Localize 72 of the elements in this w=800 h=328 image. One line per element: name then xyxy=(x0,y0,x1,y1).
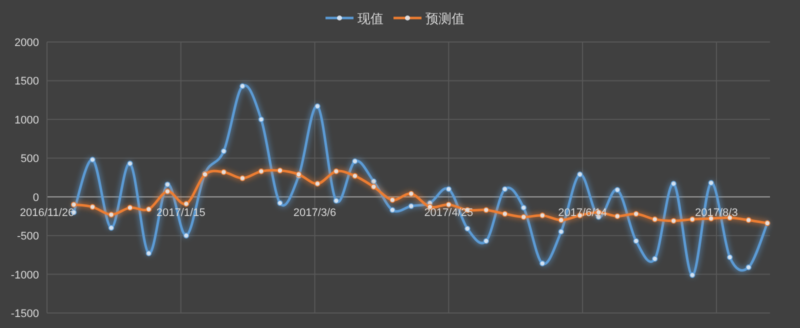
point xyxy=(240,83,246,90)
point xyxy=(127,160,133,166)
point xyxy=(633,210,640,217)
y-tick-label: -1000 xyxy=(10,269,39,282)
y-tick-label: 1000 xyxy=(14,114,39,126)
point xyxy=(558,228,564,235)
point xyxy=(520,214,527,220)
point xyxy=(352,173,358,179)
point xyxy=(576,172,583,178)
point xyxy=(164,182,170,188)
point xyxy=(146,250,152,256)
legend-label: 现值 xyxy=(358,11,384,26)
point xyxy=(539,212,546,218)
x-tick-label: 2017/3/6 xyxy=(293,206,336,219)
x-tick-label: 2016/11/26 xyxy=(20,206,74,219)
point xyxy=(352,158,358,164)
point xyxy=(333,168,340,174)
point xyxy=(446,202,452,208)
point xyxy=(220,148,227,154)
y-tick-label: -500 xyxy=(16,230,39,243)
point xyxy=(146,206,152,212)
point xyxy=(446,186,452,192)
point xyxy=(258,116,264,122)
point xyxy=(502,186,508,192)
point xyxy=(708,180,714,186)
point xyxy=(408,190,414,197)
point xyxy=(108,224,114,231)
point xyxy=(108,212,114,218)
point xyxy=(277,168,283,174)
point xyxy=(90,156,96,163)
y-tick-label: 2000 xyxy=(14,37,39,49)
point xyxy=(746,264,752,270)
point xyxy=(314,103,320,110)
point xyxy=(70,202,77,208)
point xyxy=(390,207,396,213)
point xyxy=(258,168,264,174)
point xyxy=(333,198,340,204)
point xyxy=(746,217,752,223)
y-tick-label: 0 xyxy=(32,192,39,204)
point xyxy=(164,188,170,194)
point xyxy=(520,204,527,211)
y-tick-label: 1500 xyxy=(14,76,39,88)
point xyxy=(483,238,490,244)
point xyxy=(652,256,658,262)
point xyxy=(220,169,227,175)
point xyxy=(614,213,620,220)
point xyxy=(614,186,620,193)
point xyxy=(370,184,377,190)
point xyxy=(370,178,377,184)
y-tick-label: 500 xyxy=(20,153,39,166)
point xyxy=(670,180,676,187)
y-tick-label: -1500 xyxy=(10,308,39,320)
legend-label: 预测值 xyxy=(426,11,464,26)
point xyxy=(483,207,490,213)
point xyxy=(314,180,320,187)
point xyxy=(652,216,658,222)
point xyxy=(240,175,246,182)
point xyxy=(127,204,133,211)
point xyxy=(689,216,696,222)
point xyxy=(277,200,283,206)
point xyxy=(539,260,546,266)
point xyxy=(689,272,696,278)
point xyxy=(464,226,470,232)
point xyxy=(390,197,396,203)
point xyxy=(183,200,190,207)
point xyxy=(502,210,508,217)
point xyxy=(670,218,676,224)
point xyxy=(183,232,190,238)
point xyxy=(726,254,733,260)
point xyxy=(408,203,414,210)
point xyxy=(633,238,640,244)
point xyxy=(90,204,96,210)
